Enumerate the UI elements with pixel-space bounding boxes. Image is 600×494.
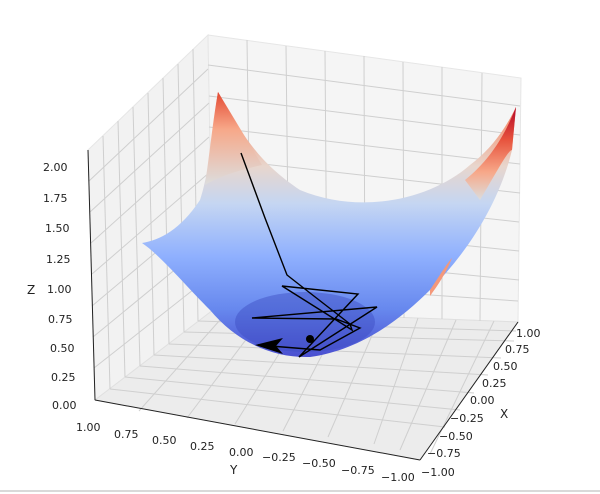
path-end-arrow-icon <box>255 338 283 354</box>
optimization-path <box>240 152 378 358</box>
svg-text:−1.00: −1.00 <box>381 471 415 484</box>
svg-text:1.75: 1.75 <box>43 192 68 205</box>
svg-text:1.25: 1.25 <box>46 253 71 266</box>
x-axis-ticks: −1.00 −0.75 −0.50 −0.25 0.00 0.25 0.50 0… <box>421 327 541 479</box>
y-axis-label: Y <box>229 463 238 477</box>
y-axis-ticks: 1.00 0.75 0.50 0.25 0.00 −0.25 −0.50 −0.… <box>76 421 415 484</box>
minimum-marker <box>306 335 314 343</box>
svg-text:1.50: 1.50 <box>45 222 70 235</box>
svg-text:0.00: 0.00 <box>229 446 254 459</box>
svg-text:0.00: 0.00 <box>470 394 495 407</box>
svg-text:0.00: 0.00 <box>52 399 77 412</box>
svg-text:0.25: 0.25 <box>482 377 507 390</box>
svg-text:1.00: 1.00 <box>516 327 541 340</box>
svg-text:−0.50: −0.50 <box>439 430 473 443</box>
svg-text:−0.25: −0.25 <box>450 412 484 425</box>
bottom-divider <box>0 490 600 492</box>
svg-text:0.75: 0.75 <box>505 343 530 356</box>
z-axis-ticks: 2.00 1.75 1.50 1.25 1.00 0.75 0.50 0.25 … <box>43 161 77 412</box>
svg-text:1.00: 1.00 <box>47 283 72 296</box>
svg-text:1.00: 1.00 <box>76 421 101 434</box>
axis-spines <box>87 149 519 461</box>
svg-text:−1.00: −1.00 <box>421 466 455 479</box>
z-axis-label: Z <box>27 283 35 297</box>
svg-text:0.50: 0.50 <box>493 360 518 373</box>
svg-text:0.50: 0.50 <box>50 342 75 355</box>
svg-text:−0.50: −0.50 <box>302 457 336 470</box>
surface <box>142 92 516 358</box>
svg-text:−0.75: −0.75 <box>427 447 461 460</box>
svg-text:0.25: 0.25 <box>190 440 215 453</box>
svg-text:0.75: 0.75 <box>114 428 139 441</box>
svg-text:0.50: 0.50 <box>152 434 177 447</box>
svg-text:−0.25: −0.25 <box>262 451 296 464</box>
svg-text:0.25: 0.25 <box>51 371 76 384</box>
svg-text:−0.75: −0.75 <box>341 464 375 477</box>
svg-text:0.75: 0.75 <box>48 313 73 326</box>
svg-text:2.00: 2.00 <box>43 161 68 174</box>
x-axis-label: X <box>500 407 508 421</box>
